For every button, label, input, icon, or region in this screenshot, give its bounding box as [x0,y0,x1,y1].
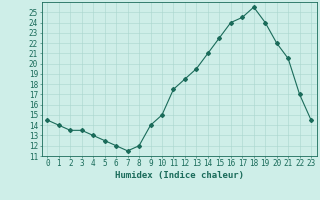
X-axis label: Humidex (Indice chaleur): Humidex (Indice chaleur) [115,171,244,180]
